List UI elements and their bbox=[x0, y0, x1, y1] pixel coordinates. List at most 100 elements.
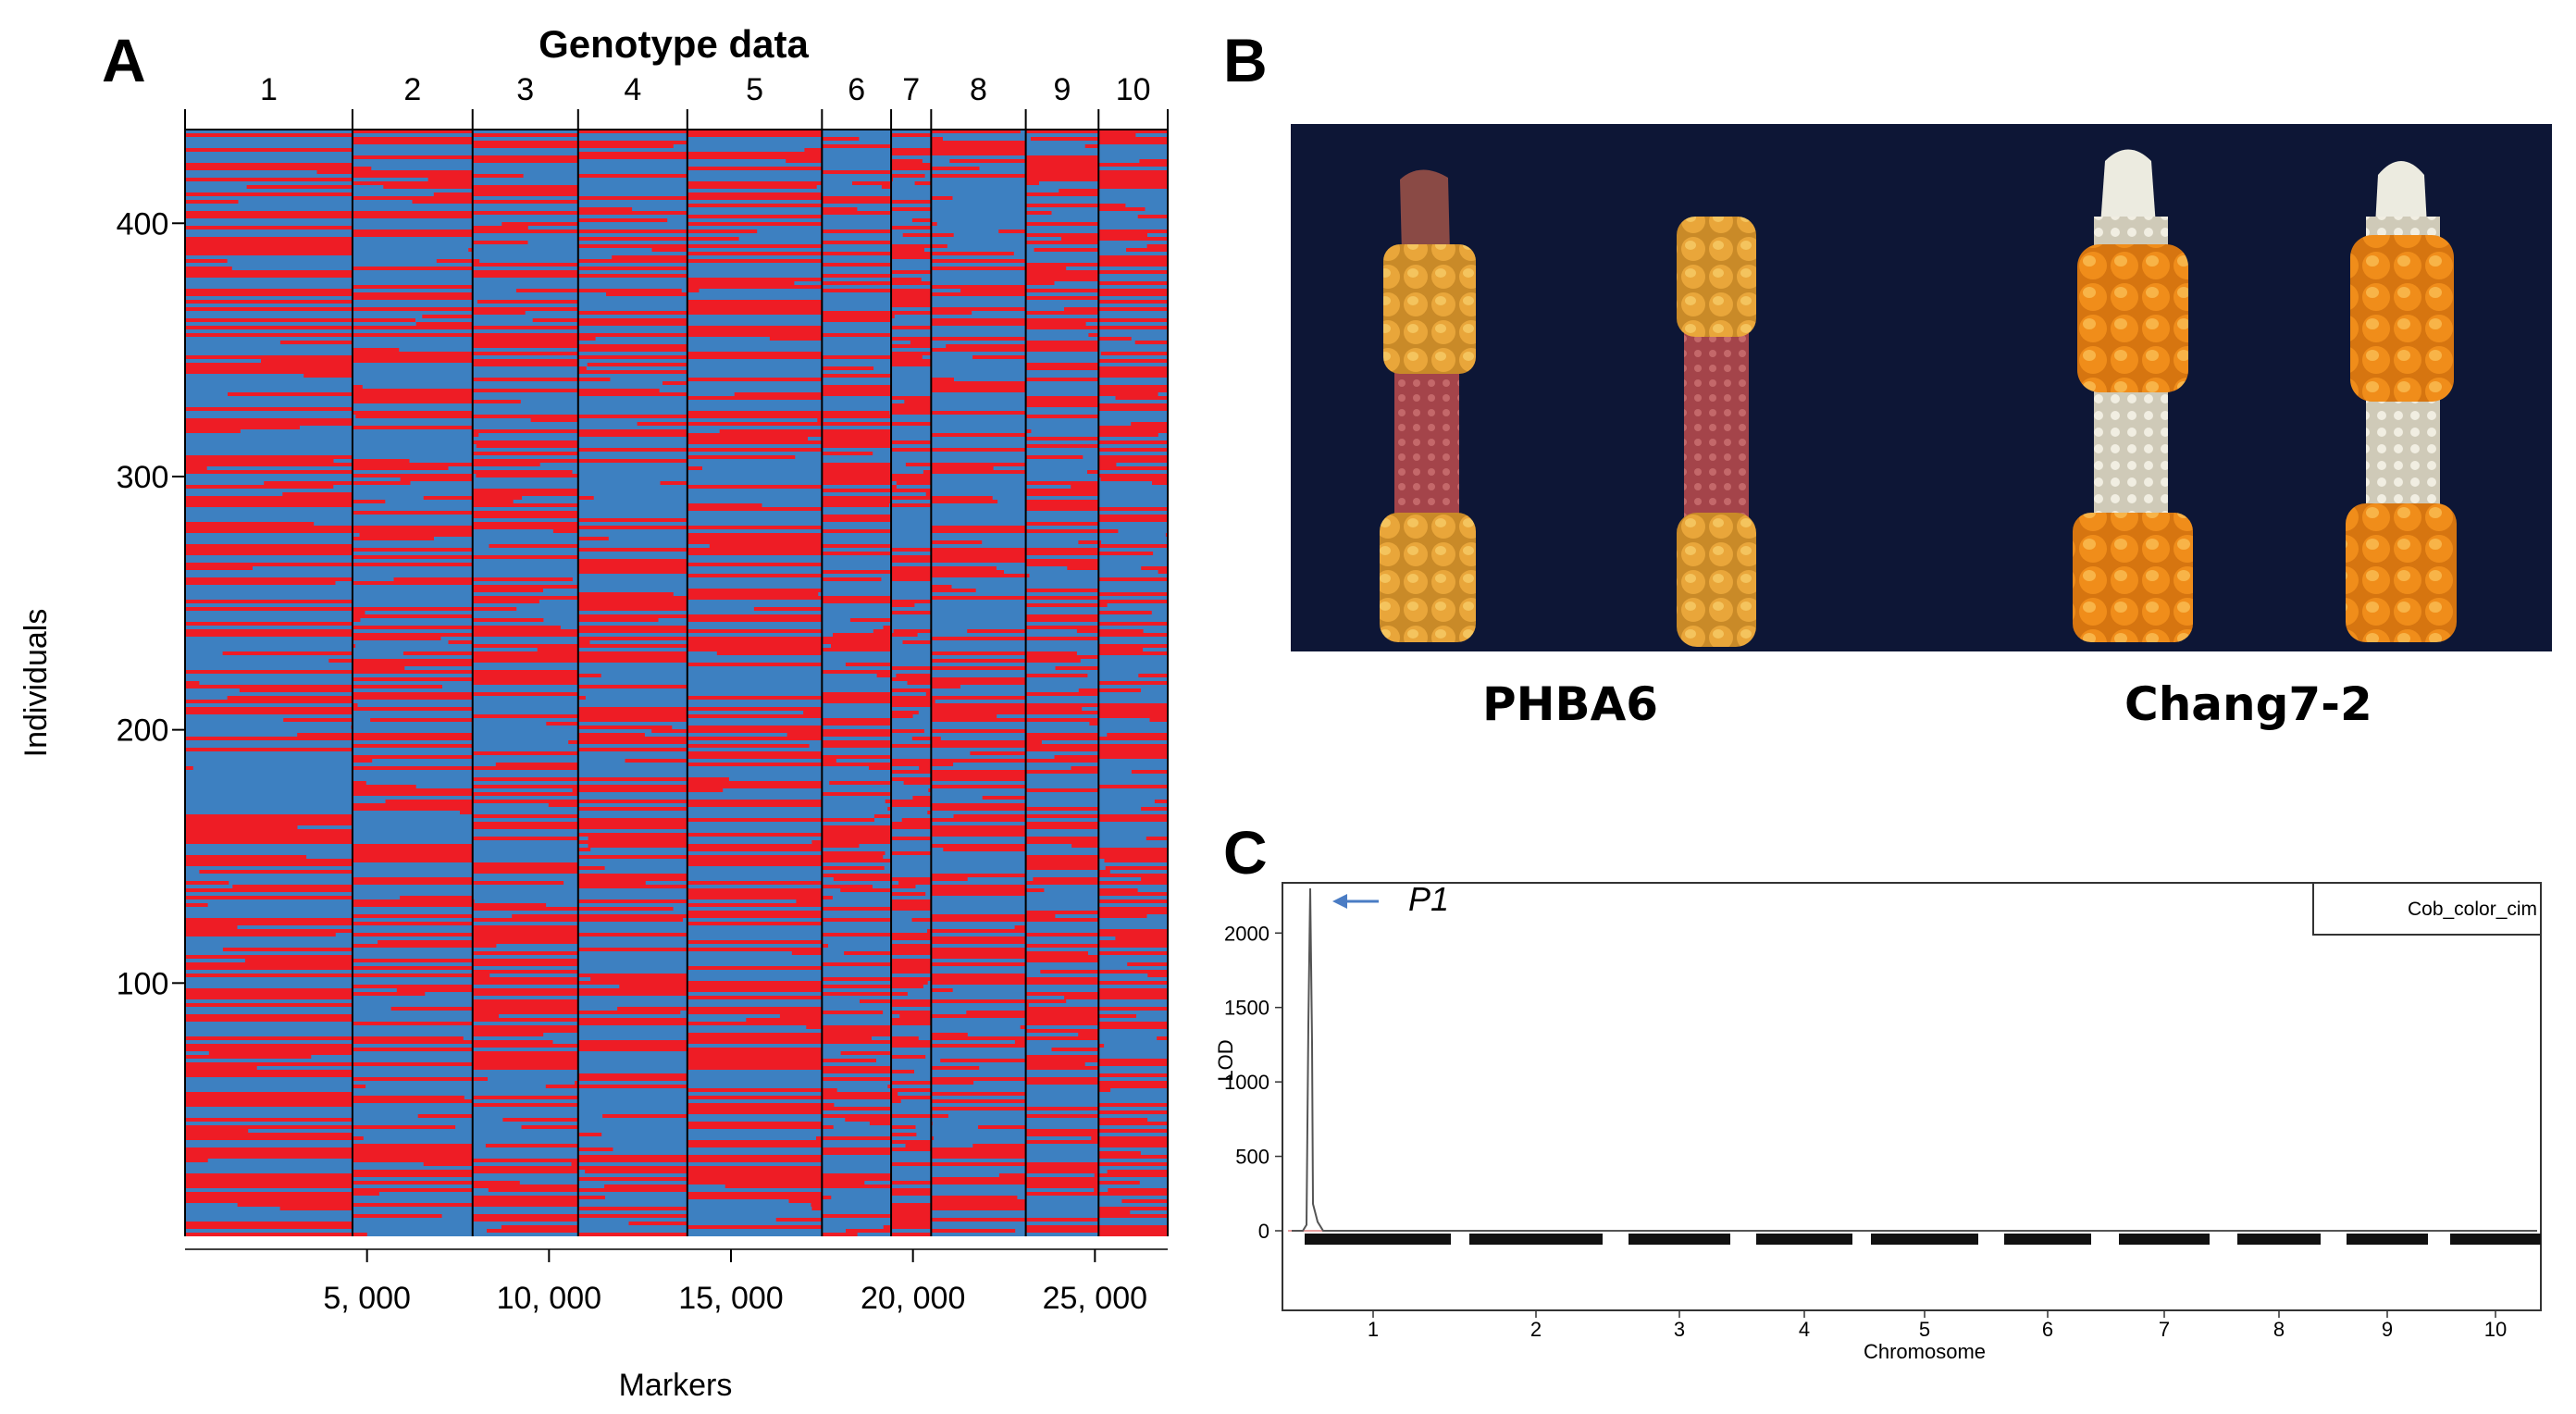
genotype-segment bbox=[577, 644, 687, 648]
genotype-segment bbox=[185, 503, 353, 507]
genotype-segment bbox=[472, 999, 578, 1003]
genotype-segment bbox=[208, 1051, 353, 1055]
genotype-segment bbox=[822, 885, 873, 888]
genotype-segment bbox=[472, 951, 578, 955]
genotype-segment bbox=[687, 744, 810, 748]
genotype-segment bbox=[822, 211, 891, 215]
genotype-segment bbox=[1127, 962, 1168, 966]
genotype-segment bbox=[185, 1125, 353, 1129]
genotype-segment bbox=[1098, 785, 1168, 788]
genotype-segment bbox=[577, 415, 687, 418]
genotype-segment bbox=[577, 141, 687, 144]
genotype-segment bbox=[822, 829, 891, 833]
genotype-segment bbox=[822, 433, 891, 437]
genotype-segment bbox=[472, 133, 578, 137]
genotype-segment bbox=[1098, 448, 1168, 452]
genotype-segment bbox=[185, 577, 353, 581]
genotype-segment bbox=[577, 152, 687, 155]
genotype-segment bbox=[472, 144, 578, 148]
genotype-segment bbox=[185, 607, 353, 611]
genotype-segment bbox=[303, 374, 353, 378]
genotype-segment bbox=[931, 981, 1026, 985]
genotype-segment bbox=[822, 311, 891, 315]
genotype-segment bbox=[931, 267, 1026, 270]
genotype-segment bbox=[472, 274, 578, 278]
genotype-segment bbox=[352, 296, 473, 300]
genotype-segment bbox=[1025, 378, 1099, 381]
genotype-segment bbox=[931, 914, 1026, 918]
genotype-segment bbox=[822, 985, 891, 988]
genotype-segment bbox=[687, 433, 823, 437]
genotype-segment bbox=[1107, 1170, 1168, 1173]
genotype-segment bbox=[966, 1011, 1026, 1014]
genotype-segment bbox=[687, 1166, 823, 1170]
genotype-segment bbox=[577, 596, 687, 600]
genotype-segment bbox=[352, 155, 473, 159]
genotype-segment bbox=[472, 659, 578, 663]
genotype-segment bbox=[891, 270, 932, 274]
genotype-segment bbox=[185, 862, 353, 866]
genotype-segment bbox=[185, 1192, 353, 1196]
genotype-segment bbox=[472, 1096, 578, 1099]
genotype-segment bbox=[931, 1092, 1026, 1096]
genotype-segment bbox=[687, 892, 823, 896]
genotype-segment bbox=[472, 1181, 520, 1185]
genotype-segment bbox=[185, 1003, 353, 1007]
genotype-segment bbox=[1025, 1177, 1099, 1181]
genotype-segment bbox=[806, 1025, 823, 1029]
genotype-segment bbox=[1138, 674, 1168, 677]
genotype-segment bbox=[912, 796, 932, 800]
genotype-segment bbox=[352, 759, 373, 763]
genotype-segment bbox=[352, 1136, 364, 1140]
genotype-segment bbox=[1025, 366, 1099, 370]
genotype-segment bbox=[931, 470, 1026, 474]
genotype-segment bbox=[891, 574, 932, 577]
genotype-segment bbox=[1025, 711, 1099, 714]
genotype-segment bbox=[352, 855, 473, 859]
genotype-segment bbox=[931, 929, 1026, 933]
genotype-segment bbox=[931, 526, 1026, 529]
genotype-segment bbox=[1098, 848, 1168, 851]
genotype-segment bbox=[472, 307, 578, 311]
genotype-segment bbox=[822, 600, 891, 603]
genotype-segment bbox=[185, 833, 353, 837]
genotype-segment bbox=[931, 307, 1026, 311]
genotype-segment bbox=[687, 589, 823, 592]
genotype-segment bbox=[472, 596, 578, 600]
genotype-segment bbox=[185, 1044, 353, 1048]
genotype-segment bbox=[577, 855, 687, 859]
genotype-segment bbox=[891, 315, 895, 318]
genotype-segment bbox=[185, 829, 353, 833]
genotype-segment bbox=[687, 859, 823, 862]
genotype-segment bbox=[472, 655, 578, 659]
genotype-segment bbox=[869, 1122, 891, 1125]
genotype-segment bbox=[931, 378, 954, 381]
genotype-segment bbox=[687, 1011, 823, 1014]
genotype-segment bbox=[577, 1048, 687, 1051]
genotype-segment bbox=[891, 1192, 932, 1196]
genotype-segment bbox=[891, 496, 932, 500]
genotype-segment bbox=[1025, 159, 1099, 163]
genotype-segment bbox=[687, 714, 823, 718]
genotype-segment bbox=[1064, 307, 1099, 311]
genotype-segment bbox=[1098, 366, 1168, 370]
genotype-segment bbox=[185, 1199, 353, 1203]
genotype-segment bbox=[185, 211, 353, 215]
genotype-segment bbox=[1025, 992, 1099, 996]
genotype-segment bbox=[1025, 1129, 1099, 1133]
genotype-segment bbox=[822, 470, 891, 474]
genotype-segment bbox=[352, 526, 473, 529]
genotype-segment bbox=[1098, 429, 1168, 433]
genotype-segment bbox=[352, 611, 365, 614]
genotype-segment bbox=[891, 603, 915, 607]
genotype-segment bbox=[472, 200, 578, 204]
genotype-segment bbox=[931, 466, 994, 470]
genotype-segment bbox=[822, 1033, 891, 1036]
genotype-segment bbox=[577, 244, 687, 248]
genotype-segment bbox=[1025, 733, 1099, 737]
genotype-segment bbox=[352, 389, 473, 392]
genotype-segment bbox=[472, 1018, 578, 1022]
genotype-segment bbox=[1051, 1048, 1099, 1051]
genotype-segment bbox=[1025, 489, 1099, 492]
genotype-segment bbox=[1098, 603, 1108, 607]
